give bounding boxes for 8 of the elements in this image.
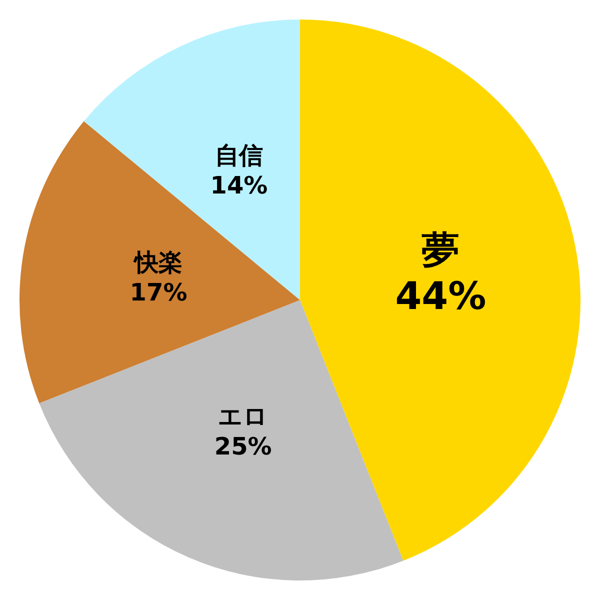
- slice-label: エロ: [218, 402, 268, 430]
- slice-label: 夢: [422, 228, 460, 272]
- data-label: 25%: [214, 432, 272, 460]
- slice-label: 自信: [215, 141, 264, 170]
- data-label: 17%: [130, 278, 188, 307]
- slice-label: 快楽: [132, 248, 183, 277]
- data-label: 44%: [395, 274, 486, 318]
- data-label: 14%: [210, 171, 268, 200]
